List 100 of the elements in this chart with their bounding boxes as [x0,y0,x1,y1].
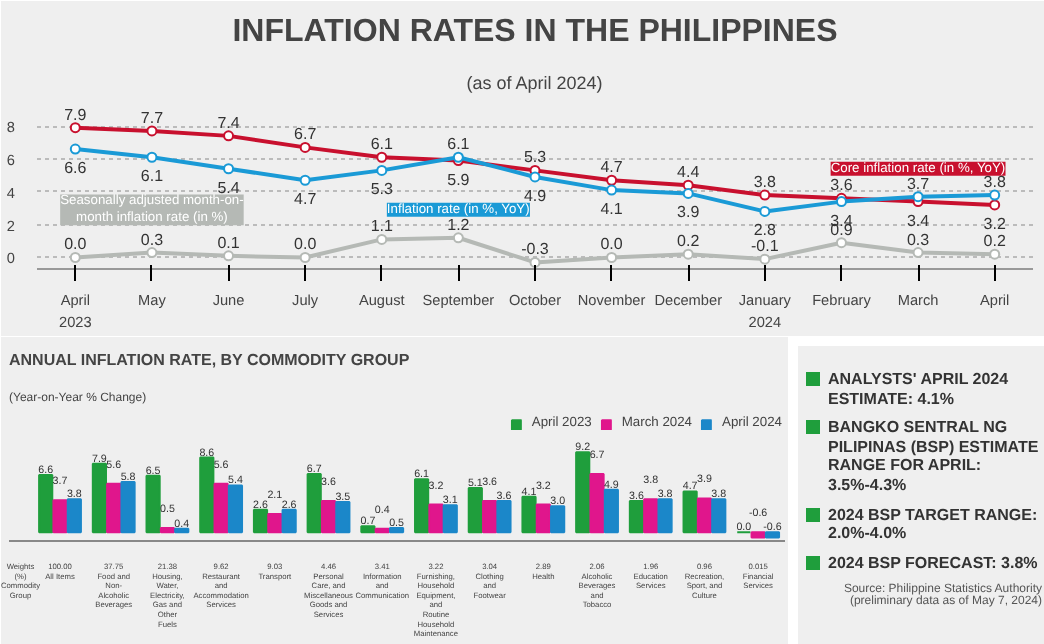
point [376,151,388,163]
point [376,233,388,245]
data-label: 5.3 [523,148,548,167]
point [529,171,541,183]
data-label: 6.6 [64,159,88,178]
data-label: 3.7 [906,174,931,193]
data-label: 0.2 [677,232,701,251]
data-label: 6.1 [447,135,471,154]
point [606,174,618,186]
bar [535,503,551,534]
data-label: 0.3 [140,230,165,249]
data-label: 1.1 [370,217,394,236]
text: BANGKO SENTRAL NG PILIPINAS (BSP) ESTIMATE RANGE FOR APRIL: 3.5%-4.3% [828,418,1041,496]
text: 2024 BSP FORECAST: 3.8% [828,553,1038,573]
point [452,232,464,244]
point [299,252,311,263]
chart-title: INFLATION RATES IN THE PHILIPPINES [232,15,839,49]
bar [467,486,483,534]
bar [442,504,458,534]
bar [281,508,297,534]
data-label: 3.9 [677,203,701,222]
bar [52,499,68,534]
bar [199,456,215,534]
bar [711,498,727,534]
point [146,247,158,259]
data-label: 5.9 [447,170,471,189]
bar [603,488,619,534]
chart-title: ANNUAL INFLATION RATE, BY COMMODITY GROUP [9,351,411,369]
point [759,205,771,217]
bar [159,526,176,534]
data-label: 3.2 [983,214,1007,233]
point [146,151,158,163]
chart-subtitle: (as of April 2024) [466,73,603,93]
bar [227,484,244,534]
point [835,237,847,249]
point [223,130,235,142]
bar [120,480,136,534]
text: ANALYSTS' APRIL 2024 ESTIMATE: 4.1% [828,370,1011,409]
bar [750,531,766,539]
data-label: 5.3 [370,180,394,199]
data-label: 6.1 [370,135,394,154]
data-label: 6.7 [294,125,318,144]
bar [764,531,781,539]
bar [145,474,161,534]
bar [320,500,337,534]
bar [38,473,54,534]
bar [91,462,107,534]
data-label: 1.2 [447,215,471,234]
data-label: 0.0 [64,235,88,254]
point [606,184,618,196]
data-label: 0.0 [294,235,318,254]
bar [388,526,405,534]
bar [106,482,122,534]
bar [360,525,376,534]
data-label: 4.7 [600,158,624,177]
bar [306,473,322,534]
bar [66,498,82,534]
bar [252,508,269,534]
point [989,199,1001,211]
bar [521,495,537,534]
bar [643,498,659,534]
data-label: 5.4 [217,178,241,197]
bar [428,503,444,534]
bar [589,473,605,534]
point [529,256,541,268]
data-label: 0.2 [983,232,1007,251]
point [682,187,694,199]
point [989,189,1001,201]
point [912,191,924,203]
data-label: 3.8 [753,173,778,192]
bar [482,500,498,534]
data-label: 6.1 [140,167,165,186]
point [759,189,771,201]
data-label: -0.1 [751,237,780,256]
text: 2024 BSP TARGET RANGE: 2.0%-4.0% [828,505,1040,544]
data-label: 0.0 [600,235,624,254]
bar [682,490,698,534]
data-label: 7.4 [217,113,241,132]
bar [696,497,713,534]
data-label: 3.8 [983,173,1007,192]
bar [628,500,645,534]
bar [414,478,430,534]
data-label: 0.1 [217,233,241,252]
point [69,122,81,134]
data-label: 3.6 [830,176,854,195]
bar [267,513,283,534]
point [299,174,311,186]
data-label: 4.7 [294,190,318,209]
data-label: 7.7 [140,108,165,127]
data-label: 2.8 [753,221,778,240]
point [69,143,81,155]
bar [575,451,591,534]
bar [657,498,673,534]
data-label: 4.9 [523,186,548,205]
point [989,248,1001,260]
point [376,164,388,176]
bar [550,505,566,534]
data-label: 4.1 [600,200,624,219]
point [69,252,81,263]
data-label: 3.4 [906,211,931,230]
